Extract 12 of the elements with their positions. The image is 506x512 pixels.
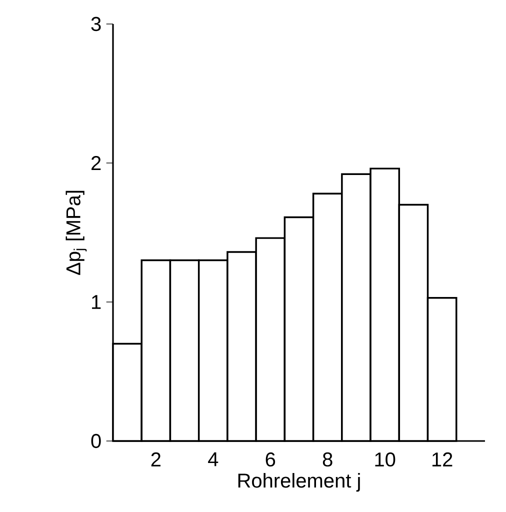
y-tick-label: 1 (92, 295, 101, 309)
x-axis-title: Rohrelement j (238, 473, 360, 492)
x-tick-label: 10 (375, 452, 396, 467)
x-tick-label: 6 (266, 452, 276, 467)
x-tick-label: 4 (208, 452, 218, 466)
y-tick-label: 2 (92, 156, 101, 170)
x-tick-label: 12 (432, 452, 452, 466)
y-axis-title: Δp$_{j}$ [MPa] (66, 190, 87, 275)
y-tick-label: 0 (91, 434, 101, 448)
y-tick-label: 3 (91, 16, 101, 32)
x-tick-label: 8 (322, 452, 332, 467)
x-tick-label: 2 (151, 452, 160, 466)
